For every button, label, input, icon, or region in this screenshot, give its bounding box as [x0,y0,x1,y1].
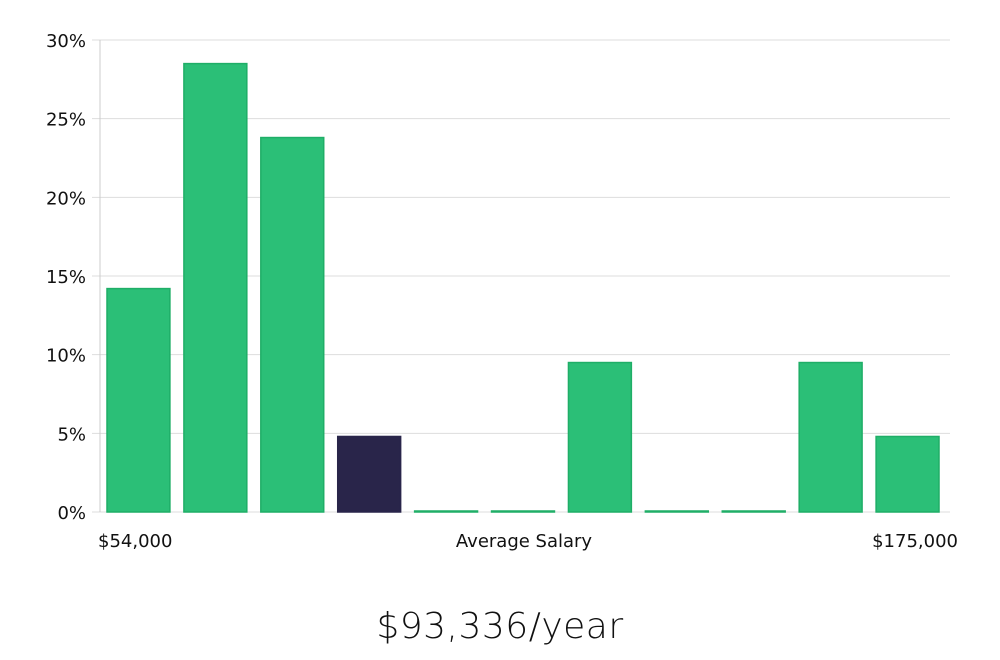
y-tick-label: 30% [46,31,86,52]
bar [721,510,786,513]
bar [567,361,633,513]
bar [875,435,940,513]
bar [413,510,479,513]
x-label-center: Average Salary [456,531,593,552]
y-tick-label: 25% [46,110,86,131]
bars [106,62,940,513]
y-tick-label: 15% [46,267,86,288]
y-axis-ticks: 0% 5% 10% 15% 20% 25% 30% [46,31,86,524]
average-salary: $93,336/year [376,606,624,647]
bar [798,361,863,513]
bar [644,510,710,513]
x-label-max: $175,000 [872,531,958,552]
x-label-min: $54,000 [98,531,172,552]
bar [106,287,171,513]
y-tick-label: 20% [46,188,86,209]
y-tick-label: 0% [57,503,86,524]
salary-histogram: 0% 5% 10% 15% 20% 25% 30% $54,000 Average Sala… [46,31,958,552]
bar [260,136,325,513]
y-tick-label: 5% [57,424,86,445]
bar [183,62,248,513]
y-tick-label: 10% [46,346,86,367]
bar [490,510,556,513]
bar-highlight [336,435,402,513]
